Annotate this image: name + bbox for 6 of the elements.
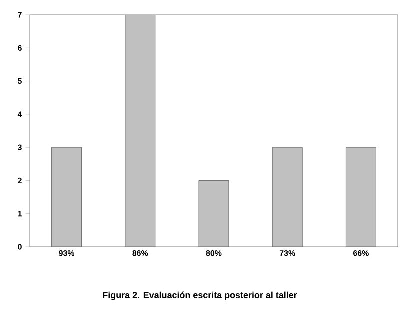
bar (346, 147, 376, 247)
text: Figura 2. Evaluación escrita posterior al taller (103, 292, 298, 300)
bar (198, 180, 230, 247)
bar (52, 147, 82, 247)
bar (272, 147, 303, 247)
bar (125, 15, 156, 247)
